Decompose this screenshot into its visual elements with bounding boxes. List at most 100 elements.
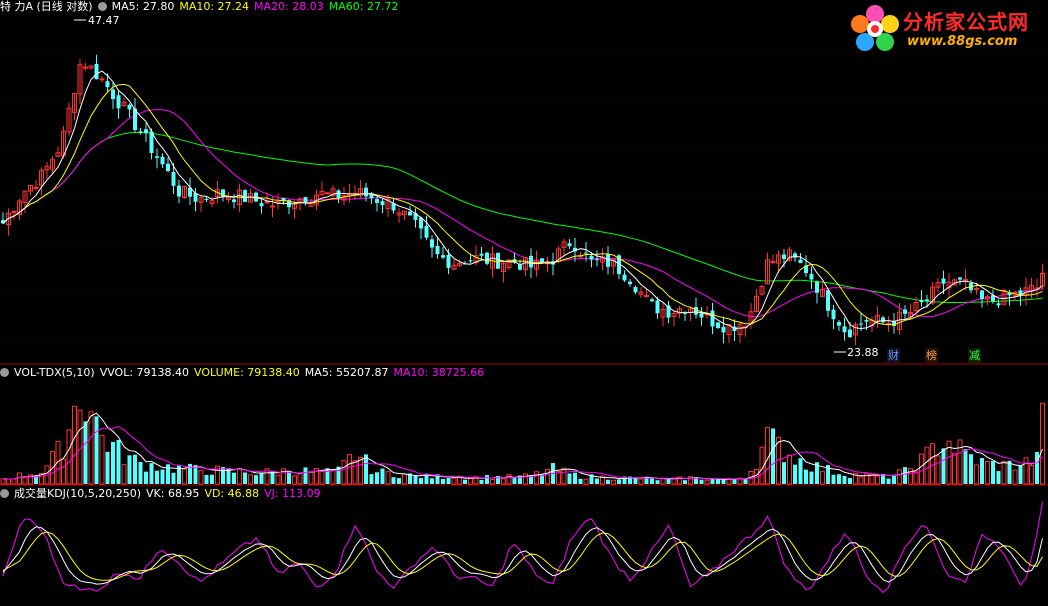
volume-bar-165 — [908, 468, 913, 485]
volume-bar-71 — [391, 477, 396, 484]
volume-bar-142 — [782, 462, 786, 484]
volume-bar-63 — [347, 454, 352, 485]
volume-bar-97 — [534, 471, 539, 485]
volume-bar-123 — [677, 476, 682, 485]
candle-body-35 — [193, 192, 198, 202]
volume-header: VOL-TDX(5,10) VVOL: 79138.40 VOLUME: 79138… — [0, 366, 489, 380]
flag-bang[interactable]: 榜 — [925, 348, 938, 363]
flag-cai[interactable]: 财 — [887, 348, 900, 363]
volume-bar-114 — [628, 476, 632, 484]
volume-bar-185 — [1018, 465, 1023, 484]
ma20-line — [2, 109, 1043, 318]
volume-bar-64 — [352, 460, 358, 485]
volume-bar-102 — [561, 467, 567, 485]
volume-bar-32 — [177, 465, 181, 484]
volume-bar-137 — [754, 468, 759, 485]
volume-bar-169 — [930, 443, 935, 485]
volume-bar-82 — [451, 477, 457, 485]
volume-bar-26 — [144, 471, 148, 484]
volume-bar-89 — [490, 478, 495, 485]
flower-logo-icon — [851, 5, 899, 51]
volume-bar-186 — [1023, 457, 1029, 485]
volume-settings-dot-icon[interactable] — [0, 368, 9, 377]
candle-body-90 — [496, 252, 500, 269]
candle-body-96 — [529, 255, 533, 268]
candle-body-77 — [424, 225, 429, 238]
volume-bar-115 — [633, 477, 638, 484]
volume-bar-34 — [188, 463, 192, 484]
candle-body-115 — [633, 287, 638, 293]
volume-bar-54 — [297, 472, 303, 485]
volume-bar-96 — [529, 475, 533, 484]
candle-body-113 — [622, 274, 627, 281]
volume-bar-177 — [974, 464, 979, 485]
volume-indicator-name[interactable]: VOL-TDX(5,10) — [14, 366, 95, 379]
volume-bar-4 — [22, 476, 28, 485]
volume-bar-181 — [996, 471, 1001, 484]
volume-bar-21 — [116, 439, 121, 484]
stock-title[interactable]: 特 力A (日线 对数) — [0, 0, 93, 13]
volume-bar-99 — [545, 468, 550, 485]
candle-body-118 — [650, 299, 654, 302]
volume-bar-124 — [683, 480, 687, 484]
candle-body-142 — [782, 254, 786, 259]
candle-body-38 — [209, 200, 215, 204]
candle-body-22 — [121, 101, 127, 107]
volume-bar-104 — [573, 472, 577, 484]
candle-body-183 — [1007, 292, 1012, 296]
volume-bar-151 — [831, 474, 836, 484]
candle-body-37 — [204, 198, 209, 200]
volume-bar-113 — [622, 476, 627, 484]
volume-bar-103 — [567, 473, 572, 484]
candle-body-148 — [815, 281, 819, 293]
volume-bar-87 — [479, 479, 484, 484]
volume-bar-66 — [364, 454, 368, 484]
candle-body-165 — [908, 312, 913, 318]
ma60-line — [2, 132, 1043, 303]
candle-body-170 — [935, 281, 941, 288]
candle-body-130 — [716, 322, 720, 329]
volume-bar-92 — [506, 474, 512, 485]
volume-bar-23 — [127, 455, 132, 484]
price-grid — [0, 51, 1048, 341]
volume-ma5-line — [2, 412, 1043, 481]
volume-bar-37 — [204, 474, 209, 484]
volume-bar-116 — [638, 478, 644, 485]
settings-dot-icon[interactable] — [97, 2, 107, 11]
candle-body-44 — [243, 190, 247, 203]
volume-bar-17 — [94, 416, 99, 484]
flag-jian[interactable]: 减 — [968, 348, 981, 363]
volume-bar-128 — [704, 479, 710, 485]
candle-body-6 — [33, 186, 39, 189]
volume-bar-11 — [61, 458, 66, 485]
candle-body-54 — [297, 198, 303, 204]
volume-bar-167 — [919, 453, 924, 485]
volume-bar-60 — [330, 468, 336, 485]
volume-bar-155 — [853, 472, 858, 485]
candle-body-20 — [111, 89, 115, 100]
low-marker: 23.88 — [834, 346, 879, 359]
candle-body-144 — [793, 253, 797, 258]
volume-bar-72 — [397, 478, 401, 484]
kdj-settings-dot-icon[interactable] — [0, 489, 9, 498]
candle-body-185 — [1018, 290, 1023, 295]
volume-bar-46 — [254, 475, 258, 484]
kdj-indicator-name[interactable]: 成交量KDJ(10,5,20,250) — [14, 487, 141, 500]
volume-bar-108 — [595, 478, 599, 484]
candle-body-110 — [606, 254, 610, 267]
volume-bar-27 — [149, 463, 154, 484]
volume-bar-73 — [402, 473, 407, 485]
volume-bar-101 — [556, 470, 561, 485]
candle-body-59 — [325, 192, 330, 195]
candle-body-169 — [930, 286, 935, 304]
volume-bar-95 — [523, 473, 528, 485]
volume-bar-98 — [540, 474, 544, 484]
candle-body-19 — [105, 81, 110, 88]
candle-body-21 — [116, 95, 121, 109]
candle-body-140 — [770, 260, 776, 264]
volume-bar-6 — [34, 475, 38, 484]
ma60-value: MA60: 27.72 — [328, 0, 399, 13]
candle-body-78 — [430, 239, 434, 248]
candle-body-75 — [413, 212, 418, 220]
